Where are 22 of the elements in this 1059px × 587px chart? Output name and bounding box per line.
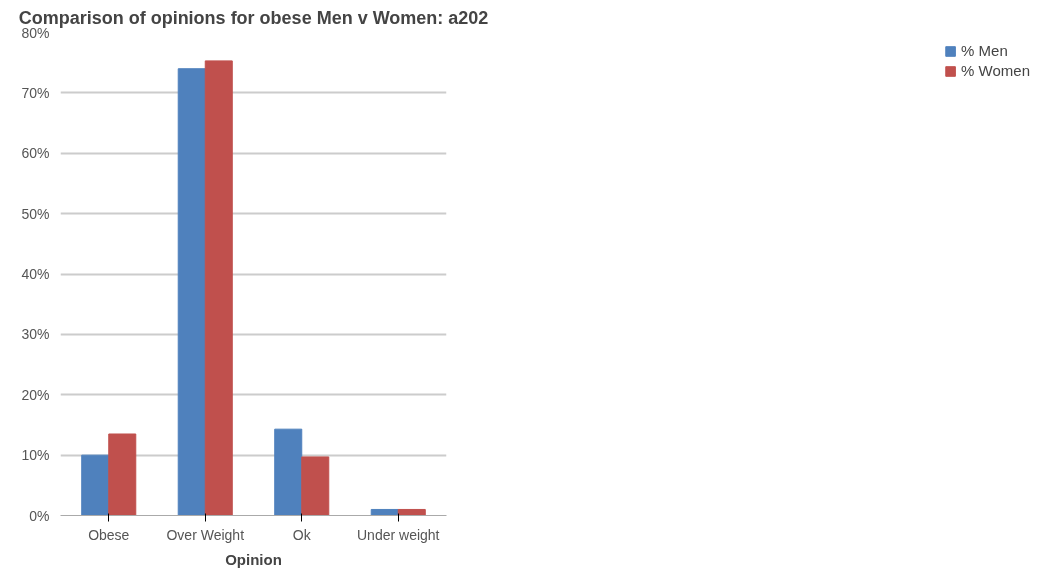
legend-label: % Women [961,62,1030,79]
y-tick-label: 70% [21,84,50,101]
bar [81,454,110,516]
y-tick-label: 20% [21,386,50,403]
y-tick-label: 10% [21,447,50,464]
y-tick-label: 0% [29,507,50,524]
x-axis-title: Opinion [225,550,282,568]
bar [177,68,206,516]
bar [204,60,233,516]
x-tick-label: Obese [88,526,130,543]
bar [301,456,330,516]
y-tick-label: 30% [21,326,50,343]
x-tick-label: Under weight [357,526,440,543]
bar [274,428,303,516]
bar [397,508,426,516]
x-tick-label: Over Weight [166,526,245,543]
x-tick-label: Ok [292,526,312,543]
bar [108,433,137,516]
legend-label: % Men [961,42,1008,59]
y-tick-label: 60% [21,145,50,162]
y-tick-label: 50% [21,205,50,222]
y-tick-label: 40% [21,266,50,282]
